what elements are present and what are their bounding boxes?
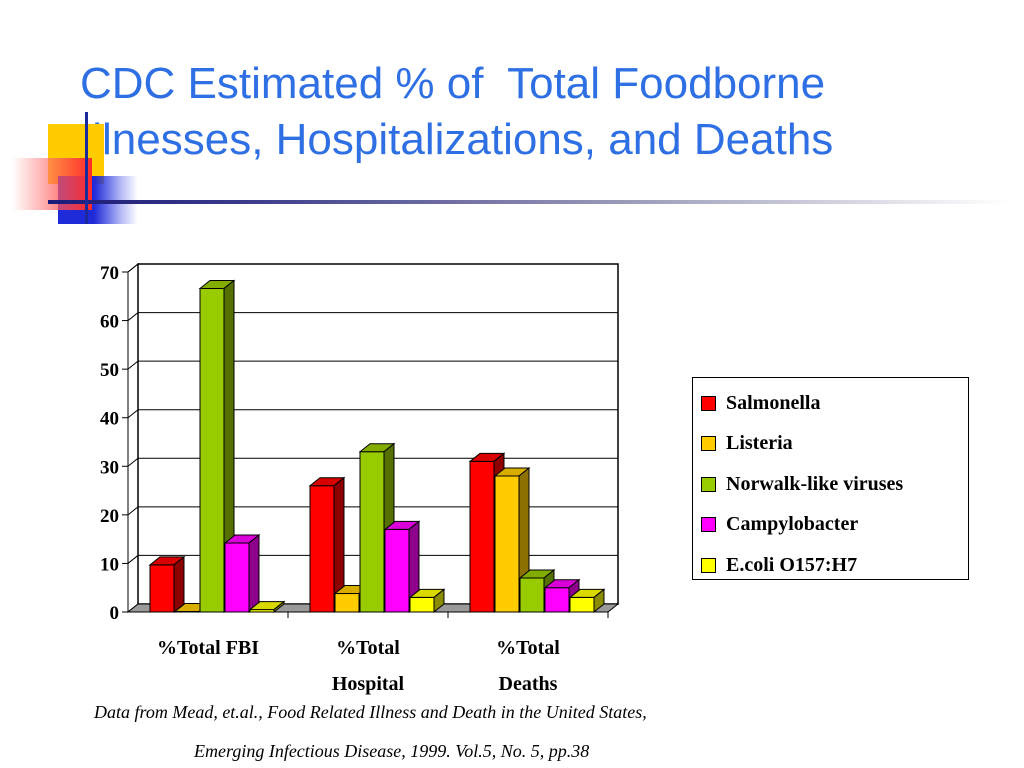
gridline — [127, 409, 618, 419]
legend-label: E.coli O157:H7 — [726, 553, 858, 576]
gridline — [127, 457, 618, 467]
legend-item: E.coli O157:H7 — [701, 553, 857, 577]
legend-label: Campylobacter — [726, 513, 859, 535]
bar-salmonella-1 — [148, 555, 186, 614]
legend-label: Salmonella — [726, 391, 821, 414]
gridline — [127, 506, 618, 516]
source-citation-line-2: Emerging Infectious Disease, 1999. Vol.5… — [194, 741, 590, 761]
legend-item: Norwalk-like viruses — [701, 472, 903, 496]
x-category-label: %Total — [336, 637, 400, 659]
chart-legend: Salmonella Listeria Norwalk-like viruses Ca… — [692, 377, 969, 580]
x-category-label: Hospital — [332, 673, 405, 695]
gridline — [127, 263, 618, 273]
legend-item: Salmonella — [701, 391, 820, 415]
legend-swatch — [701, 476, 716, 492]
bar-e-coli-o157-h7-2 — [408, 588, 446, 614]
y-tick-label: 30 — [100, 457, 119, 478]
slide-title-line-1: CDC Estimated % of Total Foodborne — [80, 59, 826, 108]
legend-swatch — [701, 557, 716, 573]
legend-swatch — [701, 517, 716, 532]
gridline — [127, 312, 618, 321]
x-category-label: Deaths — [499, 673, 558, 695]
legend-label: Listeria — [726, 432, 793, 454]
y-tick-label: 40 — [100, 409, 119, 430]
bar-campylobacter-3 — [543, 578, 581, 614]
slide-title-line-2: Illnesses, Hospitalizations, and Deaths — [80, 115, 834, 164]
source-citation-line-1: Data from Mead, et.al., Food Related Ill… — [94, 702, 647, 722]
y-tick-label: 20 — [100, 506, 119, 527]
bar-e-coli-o157-h7-3 — [568, 588, 606, 614]
y-tick-label: 50 — [100, 360, 119, 381]
bar-e-coli-o157-h7-1 — [248, 600, 286, 614]
bar-campylobacter-2 — [383, 520, 421, 614]
slide-title: CDC Estimated % of Total Foodborne Illnes… — [80, 56, 1010, 168]
decor-horizontal-rule — [48, 200, 1008, 204]
bar-campylobacter-1 — [223, 533, 261, 614]
y-tick-label: 10 — [100, 554, 119, 575]
y-tick-label: 60 — [100, 312, 119, 333]
x-category-label: %Total FBI — [157, 637, 259, 659]
decor-vertical-rule — [85, 112, 88, 224]
legend-swatch — [701, 395, 716, 411]
gridline — [127, 360, 618, 370]
gridline — [127, 554, 618, 564]
y-tick-label: 70 — [100, 263, 119, 284]
legend-item: Campylobacter — [701, 513, 858, 537]
y-tick-label: 0 — [110, 603, 120, 624]
legend-item: Listeria — [701, 432, 793, 456]
x-category-label: %Total — [496, 637, 560, 659]
legend-label: Norwalk-like viruses — [726, 472, 904, 495]
legend-swatch — [701, 436, 716, 451]
bar-norwalk-like-viruses-1 — [198, 279, 236, 614]
bar-salmonella-2 — [308, 476, 346, 614]
